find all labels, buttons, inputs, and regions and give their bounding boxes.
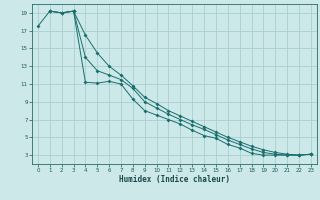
X-axis label: Humidex (Indice chaleur): Humidex (Indice chaleur) [119,175,230,184]
